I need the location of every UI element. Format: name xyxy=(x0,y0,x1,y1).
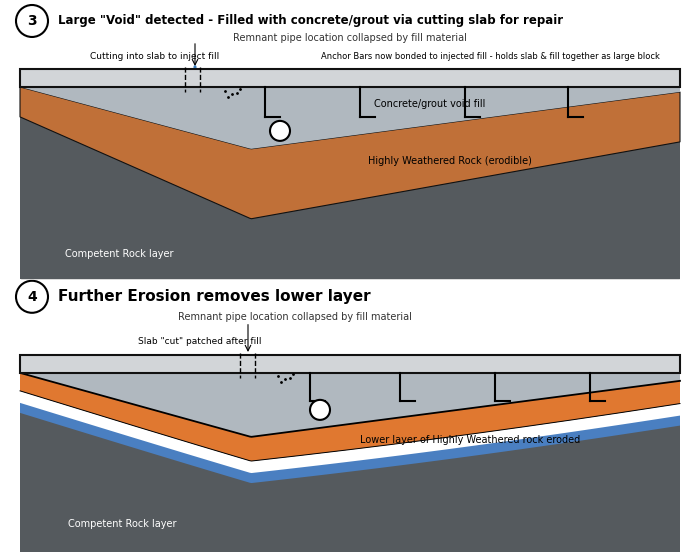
Circle shape xyxy=(310,400,330,420)
Text: Competent Rock layer: Competent Rock layer xyxy=(65,249,174,259)
Text: Highly Weathered Rock (erodible): Highly Weathered Rock (erodible) xyxy=(368,156,532,166)
Bar xyxy=(20,373,680,552)
Text: Lower layer of Highly Weathered rock eroded: Lower layer of Highly Weathered rock ero… xyxy=(360,435,580,445)
Text: Competent Rock layer: Competent Rock layer xyxy=(68,519,176,529)
Polygon shape xyxy=(20,87,680,149)
Polygon shape xyxy=(20,373,680,437)
Polygon shape xyxy=(20,391,680,483)
Text: Slab "cut" patched after fill: Slab "cut" patched after fill xyxy=(139,337,262,346)
Bar xyxy=(20,87,680,279)
Bar xyxy=(20,355,680,373)
Polygon shape xyxy=(20,373,680,461)
Text: 4: 4 xyxy=(27,290,37,304)
Text: Concrete/grout void fill: Concrete/grout void fill xyxy=(374,99,486,109)
Text: Large "Void" detected - Filled with concrete/grout via cutting slab for repair: Large "Void" detected - Filled with conc… xyxy=(58,14,563,28)
Circle shape xyxy=(270,121,290,141)
Polygon shape xyxy=(20,87,680,219)
Text: Remnant pipe location collapsed by fill material: Remnant pipe location collapsed by fill … xyxy=(233,33,467,43)
Bar xyxy=(20,69,680,87)
Text: Anchor Bars now bonded to injected fill - holds slab & fill together as large bl: Anchor Bars now bonded to injected fill … xyxy=(321,52,659,61)
Text: 3: 3 xyxy=(27,14,37,28)
Text: Remnant pipe location collapsed by fill material: Remnant pipe location collapsed by fill … xyxy=(178,312,412,322)
Polygon shape xyxy=(20,391,680,473)
Text: Further Erosion removes lower layer: Further Erosion removes lower layer xyxy=(58,289,370,304)
Text: Cutting into slab to inject fill: Cutting into slab to inject fill xyxy=(90,52,220,61)
